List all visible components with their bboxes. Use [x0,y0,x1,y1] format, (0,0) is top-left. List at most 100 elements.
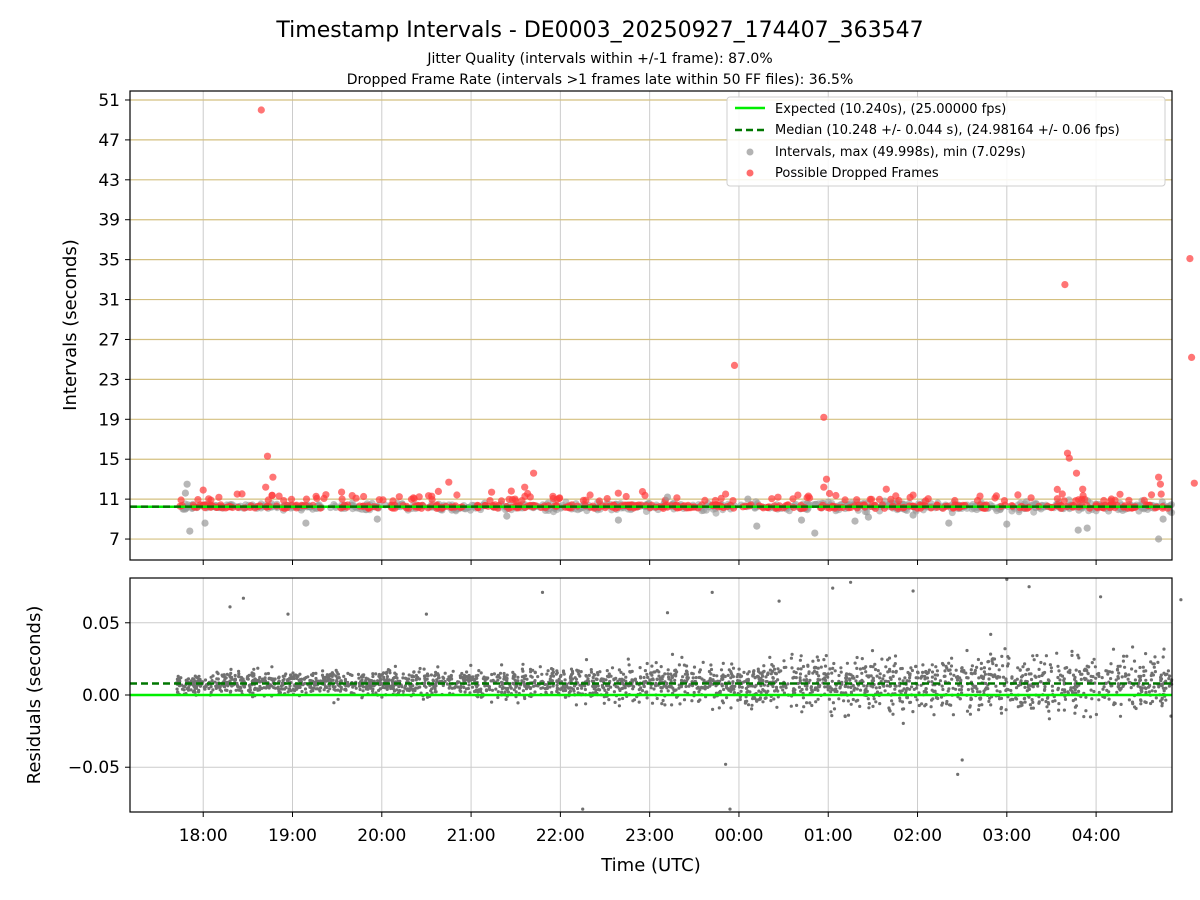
residual-point [965,676,969,680]
residual-point [612,690,617,694]
residual-point [551,670,556,674]
dropped-frame-point [262,483,270,491]
dropped-frame-point [701,496,709,504]
residual-point [991,675,995,679]
residual-point [901,679,905,683]
dropped-frame-point [1061,281,1069,289]
residual-point [356,672,361,677]
residual-point [516,679,520,683]
residual-point [905,695,909,700]
residual-point [988,667,992,671]
residual-point [775,705,779,709]
residual-point [251,678,255,682]
residual-point [472,689,477,694]
residual-point [303,687,308,691]
residual-point [509,686,513,690]
residual-point [407,673,411,677]
residual-point [538,665,542,669]
residual-point [846,685,850,689]
residual-point [578,683,582,687]
residual-point [273,686,278,690]
residual-point [1083,677,1087,682]
residual-point [920,702,924,706]
dropped-frame-point [379,496,387,504]
residuals-y-tick-label: 0.05 [82,614,120,634]
residual-point [1037,700,1041,704]
residual-point [216,672,220,676]
dropped-frame-point [774,493,782,501]
residual-point [1037,667,1041,672]
residual-point [799,654,803,658]
residual-point [737,667,741,671]
residual-point [936,696,940,701]
residual-point [1079,672,1083,676]
residual-point [1109,677,1113,681]
residual-point [423,676,427,681]
residual-point [601,685,605,689]
residual-point [422,684,427,688]
residual-point [947,661,951,665]
residual-point [988,672,993,677]
residual-point [603,688,607,693]
residual-point [590,679,594,683]
residual-point [882,674,886,678]
residual-point [862,684,866,688]
residual-point [826,684,830,688]
residuals-y-tick-label: −0.05 [68,758,120,778]
dropped-frame-point [389,497,397,505]
residual-point [396,691,401,695]
residual-point [917,703,921,708]
residual-point [999,705,1004,710]
intervals-y-tick-label: 39 [98,211,120,231]
residual-point [650,701,655,705]
residual-point [717,706,721,710]
residual-point [620,679,624,683]
residual-point [970,672,974,676]
residual-point [933,677,938,681]
residual-point [851,697,855,702]
residual-point [563,686,567,690]
x-tick-label: 04:00 [1072,826,1121,846]
intervals-y-tick-label: 11 [98,490,120,510]
residual-point [184,678,188,683]
residual-point [1070,689,1074,693]
residual-point [449,673,453,678]
residual-point [1019,704,1023,708]
residual-point [241,596,245,600]
intervals-y-tick-label: 51 [98,91,120,111]
residual-point [916,671,920,675]
residual-point [565,684,569,688]
residual-point [860,657,864,661]
residual-point [1123,674,1127,678]
residual-point [424,612,428,616]
residual-point [984,681,988,686]
residual-point [253,687,257,692]
residual-point [604,678,608,682]
residual-point [1035,653,1039,658]
residual-point [1029,677,1034,682]
residual-point [476,690,480,694]
residual-point [431,679,435,683]
residual-point [899,667,903,671]
residual-point [292,676,296,681]
residual-point [624,675,628,679]
residual-point [942,674,946,679]
residual-point [721,677,725,681]
residual-point [633,677,638,681]
interval-point [183,480,191,488]
residual-point [482,675,486,679]
residual-point [770,663,774,667]
dropped-frame-point [1140,496,1148,504]
residual-point [849,685,853,690]
residual-point [1162,689,1166,693]
residual-point [1123,665,1127,669]
residual-point [609,685,613,689]
residual-point [898,677,902,681]
residual-point [333,688,338,692]
residual-point [550,690,554,695]
residual-point [370,679,374,683]
dropped-frame-point [521,483,529,491]
residual-point [1126,677,1130,681]
residual-point [911,589,915,593]
residual-point [926,671,930,675]
